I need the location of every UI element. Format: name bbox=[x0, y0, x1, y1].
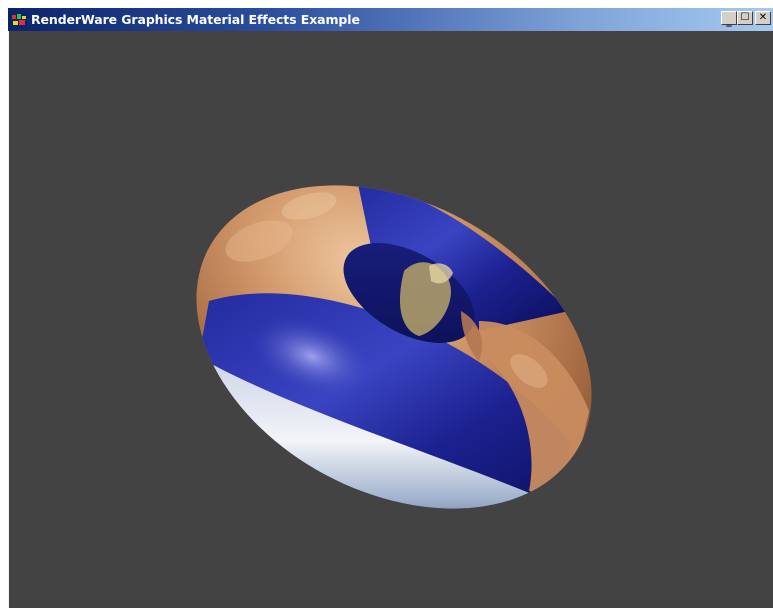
render-viewport[interactable] bbox=[8, 31, 773, 608]
caption-buttons: _ ☐ ✕ bbox=[721, 11, 771, 27]
minimize-button[interactable]: _ bbox=[721, 11, 737, 27]
close-button[interactable]: ✕ bbox=[755, 11, 771, 25]
minimize-icon: _ bbox=[726, 13, 732, 27]
maximize-button[interactable]: ☐ bbox=[737, 11, 753, 25]
scene-canvas bbox=[169, 179, 592, 551]
title-bar[interactable]: RenderWare Graphics Material Effects Exa… bbox=[8, 8, 773, 31]
app-window: RenderWare Graphics Material Effects Exa… bbox=[8, 8, 773, 608]
textured-torus bbox=[169, 179, 592, 551]
close-icon: ✕ bbox=[758, 12, 768, 23]
maximize-icon: ☐ bbox=[740, 12, 750, 23]
renderware-app-icon[interactable] bbox=[11, 12, 27, 28]
window-title: RenderWare Graphics Material Effects Exa… bbox=[31, 12, 360, 27]
